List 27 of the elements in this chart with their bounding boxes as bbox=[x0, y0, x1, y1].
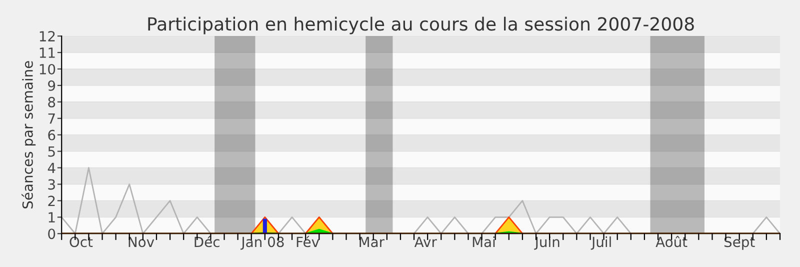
y-tick-label: 4 bbox=[48, 162, 56, 174]
y-axis-title: Séances par semaine bbox=[22, 61, 36, 208]
y-tick-label: 5 bbox=[48, 146, 55, 157]
x-tick-label: Juil bbox=[590, 236, 611, 250]
x-tick-label: Juin bbox=[534, 236, 560, 250]
y-tick-label: 7 bbox=[48, 114, 55, 124]
y-tick-label: 1 bbox=[48, 212, 55, 222]
y-tick-label: 3 bbox=[48, 179, 55, 190]
x-tick-label: Fév bbox=[296, 236, 320, 248]
chart-title: Participation en hemicycle au cours de la session 2007-2008 bbox=[148, 16, 694, 34]
y-tick-label: 0 bbox=[48, 228, 56, 240]
y-tick-label: 12 bbox=[40, 31, 55, 42]
y-tick-label: 9 bbox=[48, 80, 56, 91]
x-tick-label: Oct bbox=[70, 236, 93, 248]
x-tick-label: Sept bbox=[724, 236, 755, 250]
y-tick-label: 8 bbox=[48, 96, 56, 108]
x-tick-label: Avr bbox=[414, 236, 437, 247]
y-tick-label: 10 bbox=[40, 64, 56, 74]
x-tick-label: Jan 08 bbox=[240, 236, 284, 250]
y-tick-label: 2 bbox=[48, 196, 55, 206]
x-tick-label: Déc bbox=[194, 236, 220, 248]
y-tick-label: 6 bbox=[48, 130, 56, 140]
x-tick-label: Août bbox=[656, 236, 688, 248]
y-tick-label: 11 bbox=[40, 48, 55, 58]
x-tick-label: Mai bbox=[472, 236, 495, 248]
x-tick-label: Mar bbox=[360, 236, 385, 248]
x-tick-label: Nov bbox=[128, 236, 154, 248]
